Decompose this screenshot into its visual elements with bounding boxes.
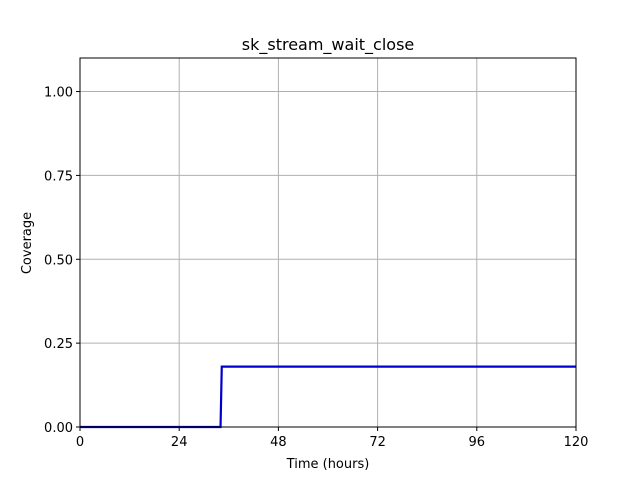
x-tick-label: 0 xyxy=(76,435,84,450)
axes-frame xyxy=(79,57,577,428)
series-layer xyxy=(80,365,576,429)
y-tick-label: 1.00 xyxy=(44,86,73,101)
chart-title: sk_stream_wait_close xyxy=(242,35,415,55)
x-tick-label: 48 xyxy=(270,435,287,450)
y-tick-label: 0.00 xyxy=(44,421,73,436)
ticks: 0 24 48 72 96 120 0.00 0.25 0.50 0.75 1.00 xyxy=(44,86,588,450)
y-axis-label: Coverage xyxy=(20,212,35,274)
x-tick-label: 24 xyxy=(171,435,188,450)
coverage-series-line xyxy=(80,365,576,429)
x-tick-label: 96 xyxy=(469,435,486,450)
x-axis-label: Time (hours) xyxy=(286,457,370,472)
y-tick-label: 0.25 xyxy=(44,337,73,352)
x-tick-label: 72 xyxy=(369,435,386,450)
y-tick-label: 0.75 xyxy=(44,169,73,184)
y-tick-label: 0.50 xyxy=(44,253,73,268)
x-tick-label: 120 xyxy=(564,435,589,450)
grid-lines xyxy=(79,58,577,428)
